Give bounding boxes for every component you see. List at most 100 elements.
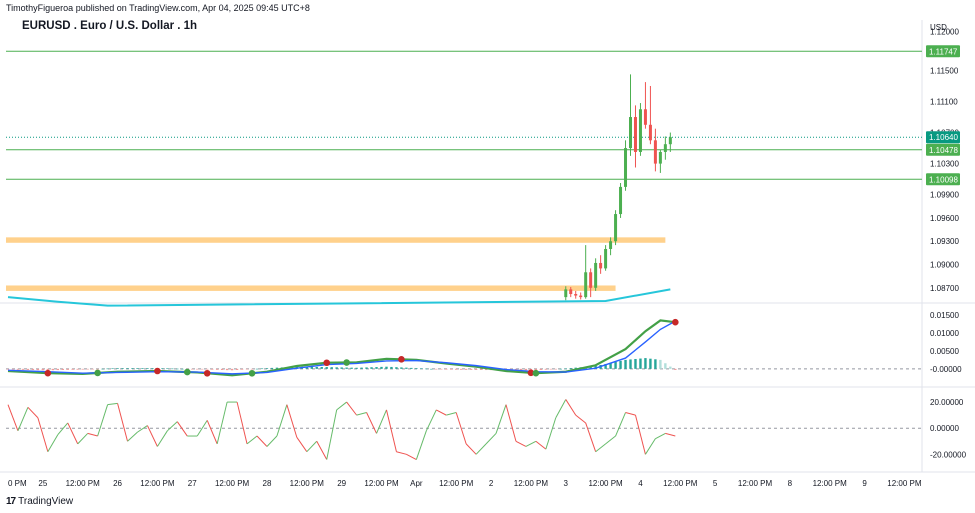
- brand-label: TradingView: [18, 496, 74, 507]
- candle-body: [658, 151, 662, 164]
- time-tick-label: 4: [638, 479, 643, 488]
- macd-histogram-bar: [479, 368, 483, 370]
- macd-histogram-bar: [116, 368, 119, 369]
- macd-cross-marker: [398, 356, 405, 363]
- level-tag-label: 1.11747: [929, 47, 958, 56]
- macd-histogram-bar: [166, 368, 169, 370]
- oscillator-segment: [296, 437, 308, 452]
- macd-histogram-bar: [345, 367, 348, 369]
- macd-cross-marker: [248, 369, 256, 377]
- macd-histogram-bar: [564, 368, 567, 370]
- macd-histogram-bar: [275, 367, 279, 369]
- candle-body: [584, 272, 588, 298]
- macd-histogram-bar: [664, 363, 667, 369]
- candle-body: [604, 248, 608, 269]
- oscillator-segment: [525, 440, 537, 447]
- supply-zone: [6, 237, 666, 243]
- oscillator-segment: [256, 435, 268, 447]
- oscillator-segment: [475, 443, 487, 455]
- macd-histogram-bar: [136, 368, 139, 369]
- macd-histogram-bar: [46, 368, 50, 371]
- oscillator-segment: [585, 422, 597, 452]
- macd-histogram-bar: [629, 359, 632, 369]
- macd-histogram-bar: [469, 368, 473, 370]
- price-tick-label: 1.08700: [930, 284, 959, 293]
- time-tick-label: 2: [489, 479, 494, 488]
- macd-histogram-bar: [360, 367, 363, 369]
- candle-body: [638, 109, 642, 152]
- tradingview-brand[interactable]: 17 TradingView: [6, 496, 73, 507]
- level-tag-label: 1.10098: [929, 175, 958, 184]
- time-tick-label: 12:00 PM: [663, 479, 698, 488]
- candle-body: [594, 262, 598, 288]
- macd-histogram-bar: [474, 368, 478, 370]
- macd-histogram-bar: [230, 368, 234, 371]
- candle-body: [569, 289, 573, 295]
- macd-histogram-bar: [265, 368, 269, 369]
- time-tick-label: 5: [713, 479, 718, 488]
- oscillator-segment: [336, 401, 347, 411]
- oscillator-segment: [37, 417, 49, 452]
- macd-histogram-bar: [619, 360, 622, 369]
- macd-histogram-bar: [649, 358, 652, 369]
- oscillator-segment: [595, 443, 606, 453]
- macd-histogram-bar: [524, 368, 528, 371]
- time-tick-label: 9: [862, 479, 867, 488]
- macd-histogram-bar: [101, 368, 104, 370]
- macd-histogram-bar: [151, 368, 154, 369]
- candle-body: [564, 289, 568, 298]
- oscillator-segment: [505, 404, 517, 442]
- oscillator-segment: [316, 441, 328, 460]
- oscillator-segment: [485, 433, 497, 445]
- oscillator-segment: [127, 431, 138, 442]
- oscillator-segment: [176, 421, 188, 437]
- time-tick-label: Apr: [410, 479, 423, 488]
- time-tick-label: 12:00 PM: [66, 479, 101, 488]
- candle-body: [633, 117, 637, 152]
- candle-body: [574, 294, 578, 296]
- macd-histogram-bar: [365, 367, 368, 369]
- macd-cross-marker: [672, 318, 679, 326]
- oscillator-segment: [246, 435, 258, 445]
- macd-histogram-bar: [440, 368, 443, 370]
- current-price-label: 1.10640: [929, 133, 958, 142]
- macd-histogram-bar: [131, 368, 134, 369]
- oscillator-segment: [396, 451, 407, 455]
- macd-histogram-bar: [61, 368, 64, 370]
- time-tick-label: 28: [263, 479, 272, 488]
- macd-histogram-bar: [435, 368, 438, 370]
- oscillator-segment: [7, 404, 19, 431]
- macd-histogram-bar: [634, 358, 637, 369]
- oscillator-tick-label: 0.00000: [930, 424, 959, 433]
- macd-histogram-bar: [210, 368, 214, 370]
- oscillator-segment: [97, 404, 109, 437]
- candle-body: [599, 262, 603, 269]
- time-tick-label: 12:00 PM: [588, 479, 623, 488]
- candle-body: [624, 148, 628, 187]
- oscillator-segment: [645, 438, 656, 455]
- oscillator-segment: [77, 433, 89, 445]
- macd-histogram-bar: [206, 368, 209, 370]
- oscillator-layer: [6, 399, 922, 460]
- oscillator-segment: [545, 417, 557, 450]
- macd-fast-line: [7, 319, 676, 377]
- macd-histogram-bar: [146, 368, 149, 369]
- oscillator-segment: [146, 425, 158, 447]
- macd-histogram-bar: [121, 368, 124, 369]
- supply-zone: [6, 285, 616, 291]
- grid-layer: [0, 20, 975, 473]
- oscillator-segment: [535, 440, 547, 450]
- macd-histogram-bar: [220, 368, 224, 370]
- oscillator-segment: [266, 435, 278, 447]
- oscillator-segment: [465, 443, 477, 455]
- macd-histogram-bar: [420, 368, 423, 369]
- oscillator-segment: [107, 402, 118, 406]
- price-tick-label: 1.09900: [930, 191, 959, 200]
- macd-histogram-bar: [375, 367, 378, 369]
- oscillator-segment: [446, 412, 457, 416]
- macd-histogram-bar: [450, 368, 453, 370]
- macd-histogram-bar: [51, 368, 55, 371]
- macd-histogram-bar: [36, 368, 40, 371]
- time-tick-label: 12:00 PM: [290, 479, 325, 488]
